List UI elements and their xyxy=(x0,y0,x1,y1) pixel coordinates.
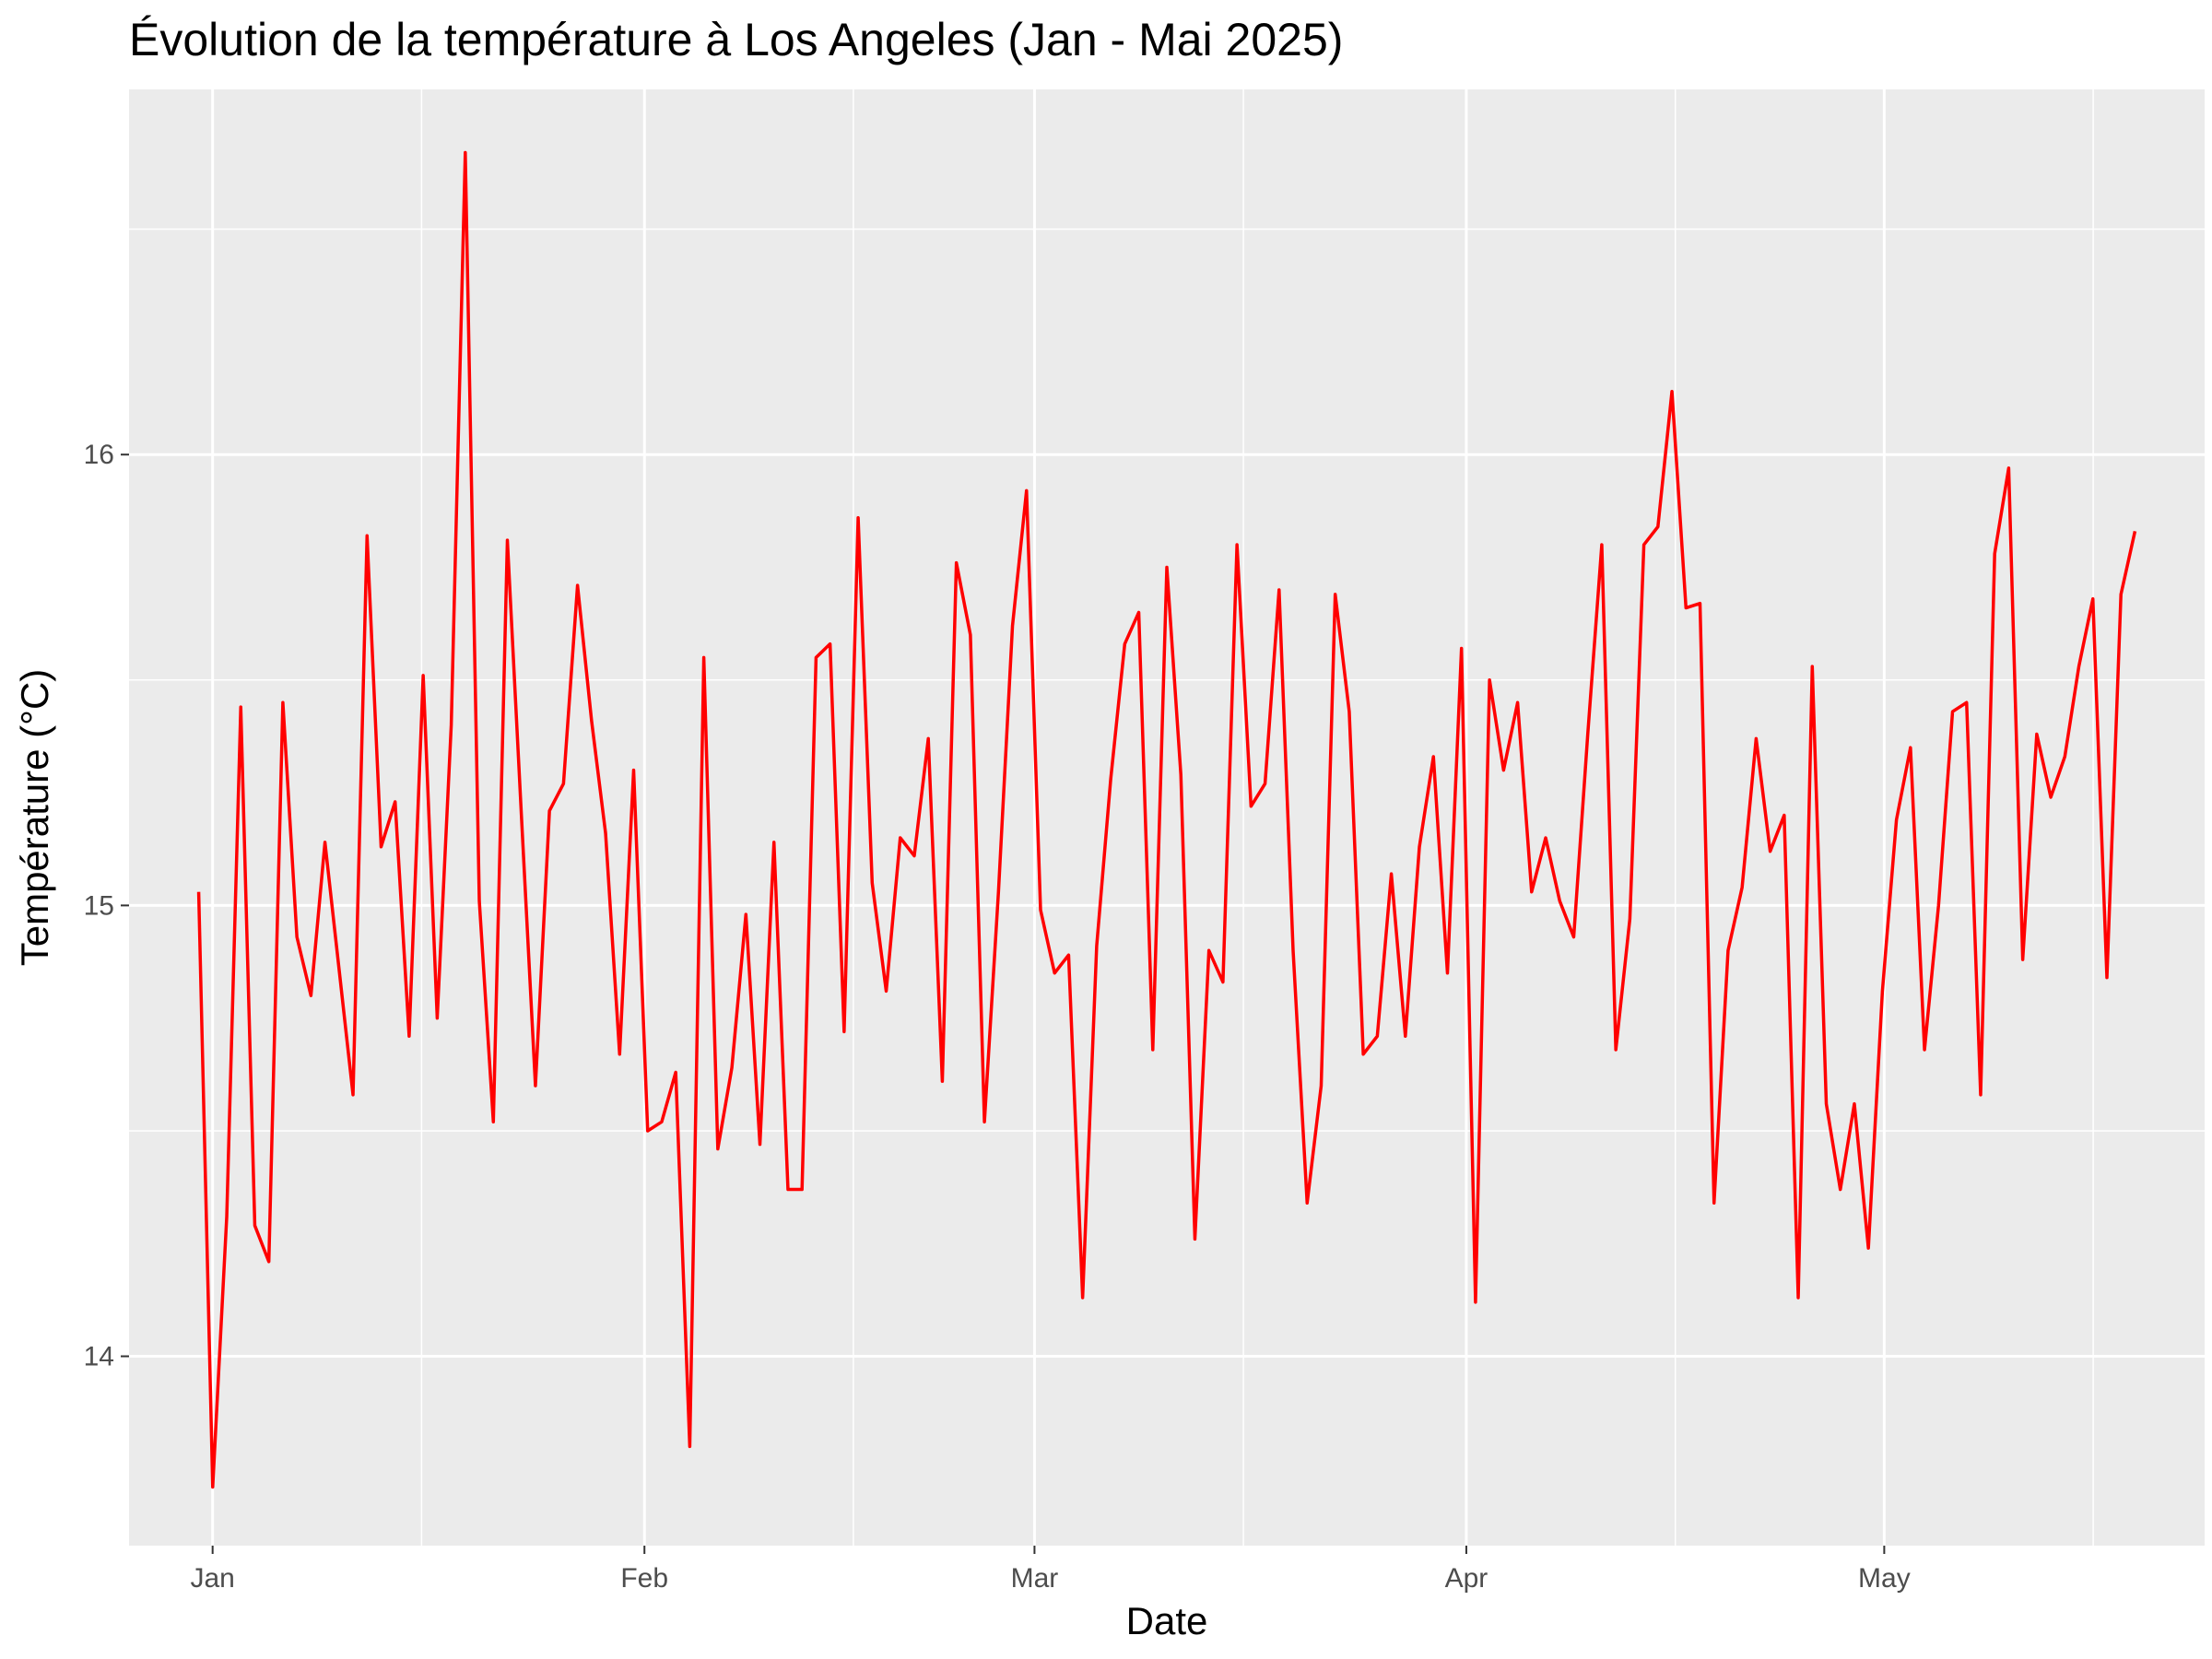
y-tick-label: 15 xyxy=(84,890,114,921)
x-tick-label: Jan xyxy=(190,1563,234,1594)
data-points xyxy=(198,152,2136,1488)
x-axis-ticks: Jan Feb Mar Apr May xyxy=(190,1546,1911,1594)
plot-panel xyxy=(129,89,2205,1546)
y-axis-ticks: 14 15 16 xyxy=(84,440,129,1372)
y-tick-label: 14 xyxy=(84,1342,114,1372)
x-tick-label: Feb xyxy=(620,1563,668,1594)
x-tick-label: Apr xyxy=(1445,1563,1488,1594)
y-axis-title: Température (°C) xyxy=(13,669,56,967)
major-gridlines xyxy=(129,89,2205,1546)
y-tick-label: 16 xyxy=(84,440,114,470)
chart-title: Évolution de la température à Los Angele… xyxy=(129,14,1343,65)
x-axis-title: Date xyxy=(1126,1599,1208,1642)
x-tick-label: Mar xyxy=(1011,1563,1059,1594)
x-tick-label: May xyxy=(1858,1563,1911,1594)
